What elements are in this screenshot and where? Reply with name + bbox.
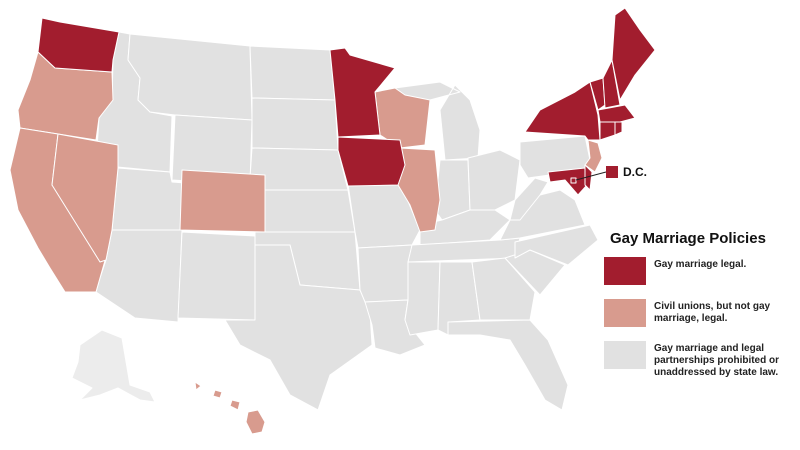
states-civil-unions [9, 51, 603, 435]
state-maryland [547, 167, 588, 196]
state-maine [611, 7, 656, 101]
legend-swatch-prohibited [604, 341, 646, 369]
state-new-jersey [584, 139, 603, 173]
state-nevada [51, 133, 119, 263]
state-iowa [337, 136, 406, 187]
state-north-carolina [514, 224, 599, 266]
legend: Gay Marriage Policies Gay marriage legal… [604, 230, 794, 393]
state-indiana [434, 159, 471, 221]
state-massachusetts [597, 104, 636, 123]
state-washington [37, 17, 120, 73]
state-virginia [499, 189, 586, 241]
legend-item-prohibited: Gay marriage and legal partnerships proh… [604, 341, 794, 379]
legend-label-civil-unions: Civil unions, but not gay marriage, lega… [654, 301, 771, 324]
legend-label-marriage-legal: Gay marriage legal. [654, 259, 747, 270]
legend-item-marriage-legal: Gay marriage legal. [604, 257, 794, 285]
dc-callout: D.C. [606, 163, 647, 181]
state-georgia [471, 257, 536, 321]
states-marriage-legal [37, 7, 656, 196]
state-mississippi [404, 261, 441, 336]
state-florida [447, 319, 569, 411]
state-new-mexico [177, 231, 256, 321]
state-kansas [264, 189, 356, 233]
state-south-dakota [251, 97, 339, 151]
state-new-york [524, 81, 601, 141]
state-illinois [397, 147, 441, 233]
dc-swatch [606, 166, 618, 178]
state-delaware [584, 164, 593, 191]
state-alaska [71, 329, 156, 403]
state-north-dakota [249, 45, 336, 101]
legend-title: Gay Marriage Policies [610, 230, 766, 247]
state-arkansas [357, 244, 413, 303]
state-new-hampshire [602, 59, 621, 109]
dc-leader-line [575, 171, 607, 181]
state-wisconsin [374, 87, 431, 149]
state-west-virginia [509, 177, 549, 221]
dc-marker [570, 177, 577, 184]
state-connecticut [599, 121, 616, 141]
state-hawaii [194, 381, 266, 435]
state-texas [224, 244, 373, 411]
state-minnesota [329, 47, 396, 138]
state-ohio [467, 149, 521, 211]
legend-swatch-marriage-legal [604, 257, 646, 285]
state-colorado [179, 169, 266, 233]
legend-swatch-civil-unions [604, 299, 646, 327]
dc-label: D.C. [623, 165, 647, 179]
state-montana [127, 33, 253, 121]
legend-item-civil-unions: Civil unions, but not gay marriage, lega… [604, 299, 794, 327]
legend-label-prohibited: Gay marriage and legal partnerships proh… [654, 343, 780, 378]
state-rhode-island [614, 121, 623, 136]
